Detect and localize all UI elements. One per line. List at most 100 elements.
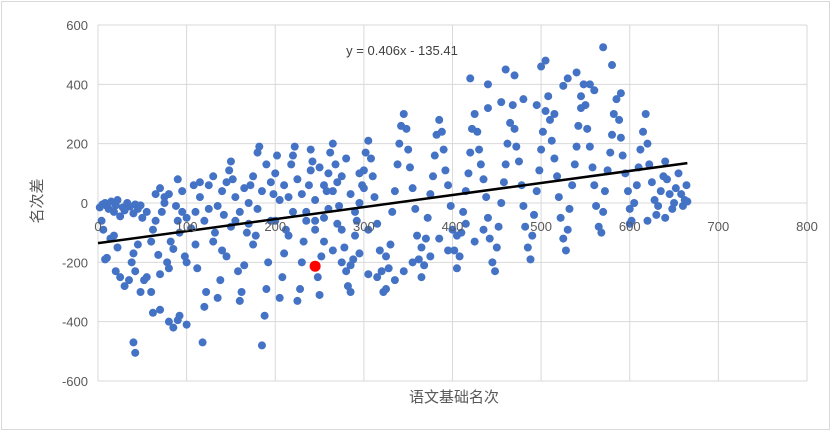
- data-point: [328, 187, 337, 196]
- data-point: [537, 62, 546, 71]
- data-point: [547, 136, 556, 145]
- gridlines: [97, 24, 808, 382]
- data-point: [568, 181, 577, 190]
- data-point: [364, 136, 373, 145]
- data-point: [311, 216, 320, 225]
- data-point: [216, 276, 225, 285]
- data-point: [466, 148, 475, 157]
- data-point: [97, 216, 106, 225]
- data-point: [290, 142, 299, 151]
- data-point: [335, 201, 344, 210]
- data-point: [333, 219, 342, 228]
- data-point: [173, 175, 182, 184]
- data-point: [293, 296, 302, 305]
- data-point: [284, 231, 293, 240]
- data-point: [579, 80, 588, 89]
- data-point: [151, 216, 160, 225]
- data-point: [526, 255, 535, 264]
- data-point: [476, 160, 485, 169]
- data-point: [373, 219, 382, 228]
- data-point: [109, 207, 118, 216]
- data-point: [528, 231, 537, 240]
- data-point: [609, 110, 618, 118]
- data-point: [235, 207, 244, 216]
- data-point: [288, 151, 297, 160]
- data-point: [459, 207, 468, 216]
- data-point: [674, 169, 683, 178]
- data-point: [359, 184, 368, 193]
- data-point: [466, 74, 475, 83]
- data-point: [355, 199, 364, 207]
- data-point: [257, 341, 266, 350]
- data-point: [340, 243, 349, 252]
- data-point: [240, 184, 249, 193]
- data-point: [497, 199, 506, 207]
- data-point: [160, 199, 169, 207]
- data-point: [210, 228, 219, 237]
- data-point: [563, 74, 572, 83]
- data-point: [437, 127, 446, 136]
- data-point: [616, 133, 625, 142]
- data-point: [565, 204, 574, 213]
- data-point: [147, 237, 156, 246]
- data-point: [662, 175, 671, 184]
- data-point: [561, 246, 570, 255]
- data-point: [508, 101, 517, 110]
- data-point: [275, 196, 284, 205]
- data-point: [625, 219, 634, 228]
- data-point: [446, 201, 455, 210]
- data-point: [234, 267, 243, 276]
- trendline-group: [97, 161, 688, 245]
- data-point: [129, 249, 138, 258]
- data-point: [683, 197, 692, 206]
- data-point: [541, 107, 550, 116]
- data-point: [284, 193, 293, 202]
- data-point: [191, 207, 200, 216]
- data-point: [251, 231, 260, 240]
- data-point: [200, 302, 209, 311]
- data-point: [319, 213, 328, 222]
- data-point: [275, 293, 284, 302]
- data-point: [501, 160, 510, 169]
- data-point: [111, 267, 120, 276]
- data-point: [113, 196, 122, 205]
- data-point: [138, 213, 147, 222]
- data-point: [129, 338, 138, 347]
- data-point: [616, 89, 625, 98]
- data-point: [361, 148, 370, 157]
- data-point: [198, 338, 207, 347]
- data-point: [306, 145, 315, 154]
- data-point: [570, 160, 579, 169]
- data-point: [288, 207, 297, 216]
- y-tick-label: -200: [62, 255, 88, 270]
- data-point: [147, 288, 156, 296]
- data-point: [574, 121, 583, 130]
- data-point: [269, 190, 278, 199]
- x-tick-label: 300: [353, 219, 375, 234]
- data-point: [351, 231, 360, 240]
- data-point: [235, 296, 244, 305]
- data-point: [414, 255, 423, 264]
- data-point: [473, 127, 482, 136]
- data-point: [151, 190, 160, 199]
- data-point: [590, 181, 599, 190]
- data-point: [599, 43, 608, 52]
- data-point: [219, 210, 228, 219]
- data-point: [337, 225, 346, 234]
- data-point: [482, 193, 491, 202]
- data-point: [544, 92, 553, 101]
- data-point: [464, 169, 473, 178]
- data-point: [156, 305, 165, 314]
- data-point: [382, 285, 391, 294]
- data-point: [182, 213, 191, 222]
- data-point: [189, 181, 198, 190]
- data-point: [461, 219, 470, 228]
- data-point: [514, 157, 523, 166]
- data-point: [390, 187, 399, 196]
- data-point: [218, 187, 227, 196]
- data-point: [632, 181, 641, 190]
- data-point: [519, 95, 528, 104]
- data-point: [585, 80, 594, 89]
- data-point: [213, 293, 222, 302]
- data-point: [226, 157, 235, 166]
